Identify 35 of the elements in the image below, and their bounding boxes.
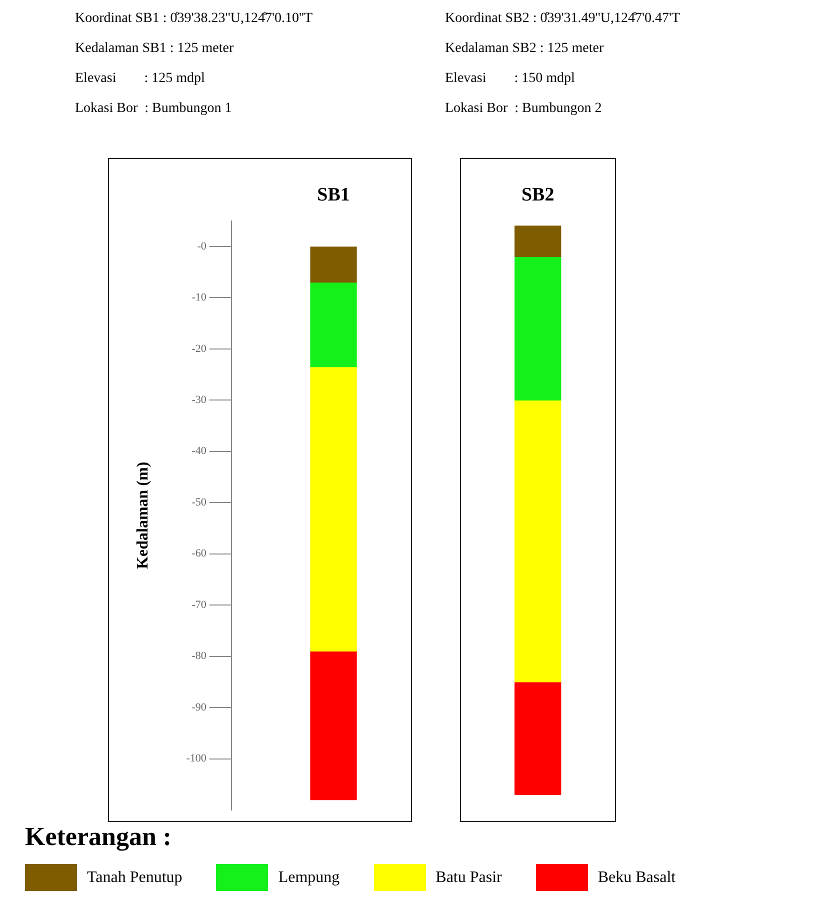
bar	[514, 256, 562, 400]
y-axis-title: Kedalaman (m)	[134, 462, 152, 569]
legend-label: Lempung	[278, 868, 340, 886]
y-tick-label: -0	[197, 240, 207, 252]
legend-label: Beku Basalt	[598, 868, 676, 886]
bar	[514, 682, 562, 795]
bar	[310, 282, 357, 368]
y-tick-label: -50	[192, 496, 207, 508]
legend-label: Batu Pasir	[436, 868, 502, 886]
text: Elevasi : 125 mdpl	[75, 70, 206, 88]
text: Elevasi : 150 mdpl	[445, 70, 576, 88]
bar	[514, 226, 562, 257]
y-tick-label: -100	[186, 752, 207, 765]
text: Kedalaman SB1 : 125 meter	[75, 40, 235, 58]
bar	[310, 246, 357, 283]
text: Lokasi Bor : Bumbungon 1	[75, 100, 233, 118]
y-tick-label: -60	[192, 548, 207, 560]
text: Kedalaman SB2 : 125 meter	[445, 40, 605, 58]
text: Lokasi Bor : Bumbungon 2	[445, 100, 603, 118]
bar	[310, 366, 357, 652]
text: Koordinat SB2 : 0̊39'31.49''U,124̊7'0.47'T	[445, 10, 682, 28]
bar	[514, 400, 562, 682]
text: Koordinat SB1 : 0̊39'38.23''U,124̊7'0.10''T	[75, 10, 314, 28]
x-tick-label: SB2	[521, 184, 554, 206]
x-tick-label: SB1	[317, 184, 350, 206]
bar	[310, 650, 357, 800]
y-tick-label: -40	[192, 445, 207, 458]
legend-title: Keterangan :	[25, 822, 173, 852]
y-tick-label: -80	[192, 650, 207, 662]
legend-label: Tanah Penutup	[87, 868, 182, 886]
y-tick-label: -70	[192, 598, 207, 611]
y-tick-label: -10	[192, 292, 207, 304]
y-tick-label: -30	[192, 394, 207, 406]
y-tick-label: -90	[192, 701, 207, 714]
y-tick-label: -20	[192, 342, 207, 355]
